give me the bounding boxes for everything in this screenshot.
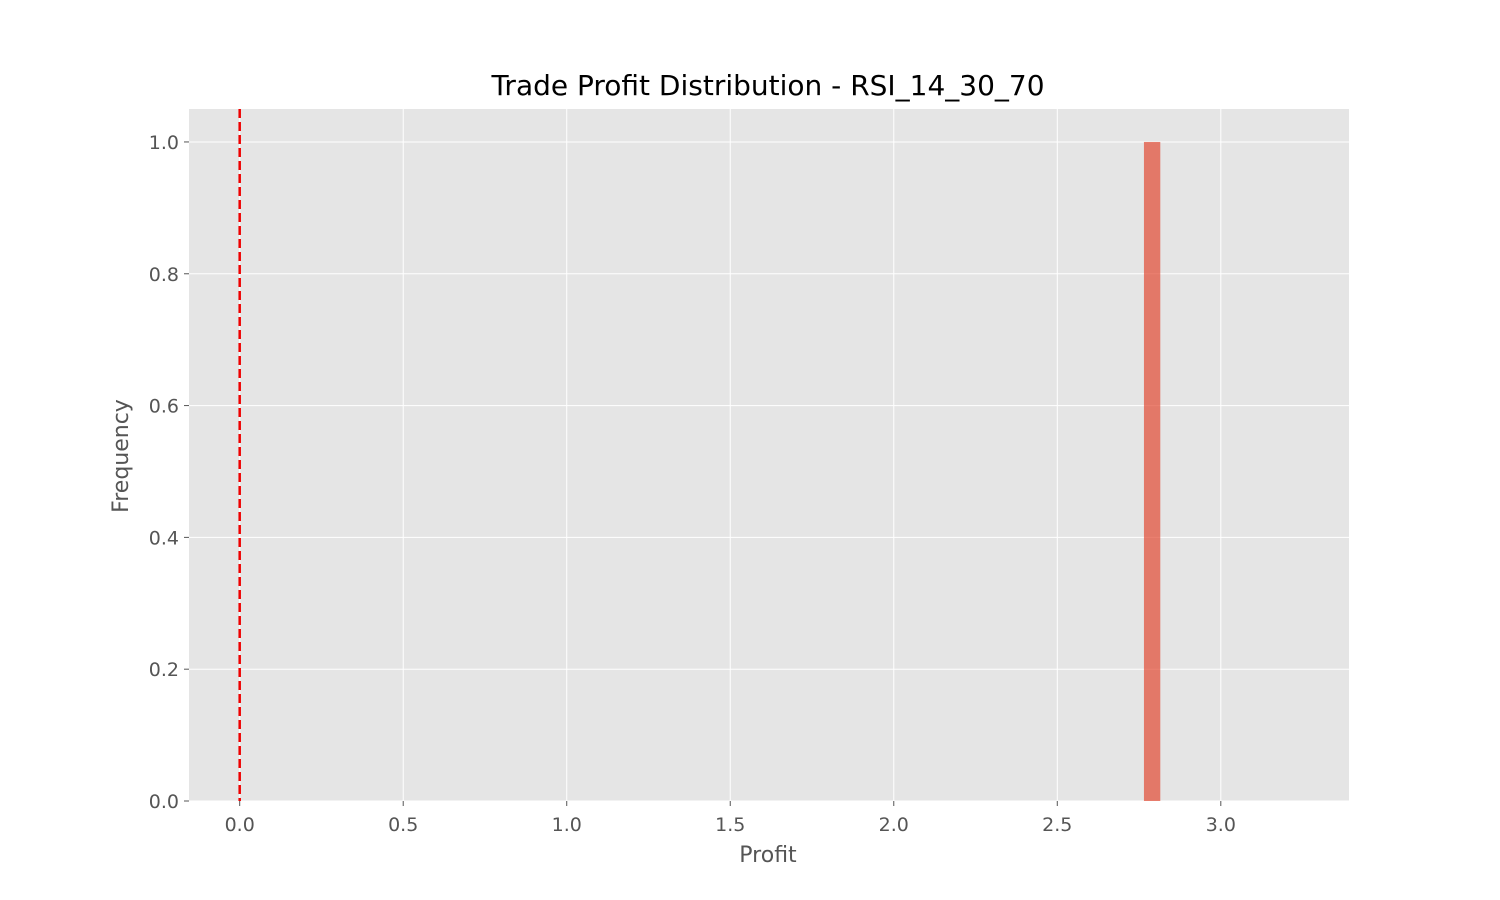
y-axis-ticks: 0.0 0.2 0.4 0.6 0.8 1.0 bbox=[149, 132, 189, 813]
y-tick-label: 0.6 bbox=[149, 396, 179, 418]
y-tick-label: 0.2 bbox=[149, 659, 179, 681]
x-tick-label: 0.5 bbox=[388, 814, 418, 836]
x-axis-ticks: 0.0 0.5 1.0 1.5 2.0 2.5 3.0 bbox=[225, 801, 1236, 836]
x-tick-label: 0.0 bbox=[225, 814, 255, 836]
y-tick-label: 0.8 bbox=[149, 264, 179, 286]
x-tick-label: 2.0 bbox=[879, 814, 909, 836]
y-tick-label: 0.4 bbox=[149, 527, 179, 549]
y-tick-label: 0.0 bbox=[149, 791, 179, 813]
chart-title: Trade Profit Distribution - RSI_14_30_70 bbox=[490, 69, 1044, 102]
x-tick-label: 1.5 bbox=[715, 814, 745, 836]
y-axis-label: Frequency bbox=[109, 399, 134, 513]
x-tick-label: 3.0 bbox=[1206, 814, 1236, 836]
histogram-bars bbox=[1143, 141, 1161, 801]
plot-area bbox=[189, 109, 1349, 801]
histogram-bar bbox=[1143, 141, 1161, 801]
x-gridlines bbox=[239, 109, 1222, 801]
y-tick-label: 1.0 bbox=[149, 132, 179, 154]
x-tick-label: 2.5 bbox=[1042, 814, 1072, 836]
x-tick-label: 1.0 bbox=[552, 814, 582, 836]
x-axis-label: Profit bbox=[739, 843, 797, 868]
